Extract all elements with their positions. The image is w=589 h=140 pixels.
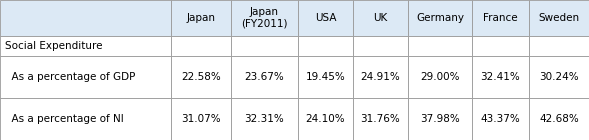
Text: UK: UK [373, 13, 388, 23]
Text: USA: USA [315, 13, 336, 23]
Text: 42.68%: 42.68% [539, 114, 579, 124]
Bar [472, 98, 529, 140]
Text: 19.45%: 19.45% [306, 72, 345, 82]
Bar [353, 36, 408, 56]
Text: Sweden: Sweden [538, 13, 580, 23]
Bar [0, 98, 171, 140]
Bar [408, 36, 472, 56]
Text: 29.00%: 29.00% [420, 72, 459, 82]
Text: 31.76%: 31.76% [360, 114, 401, 124]
Text: Japan: Japan [186, 13, 216, 23]
Bar [529, 0, 589, 36]
Text: 22.58%: 22.58% [181, 72, 221, 82]
Bar [298, 36, 353, 56]
Bar [171, 56, 231, 98]
Bar [472, 56, 529, 98]
Bar [0, 56, 171, 98]
Bar [353, 98, 408, 140]
Bar [529, 56, 589, 98]
Bar [171, 98, 231, 140]
Bar [231, 36, 298, 56]
Bar [231, 0, 298, 36]
Text: As a percentage of NI: As a percentage of NI [5, 114, 124, 124]
Bar [472, 0, 529, 36]
Text: 37.98%: 37.98% [420, 114, 460, 124]
Bar [408, 56, 472, 98]
Bar [0, 0, 171, 36]
Text: France: France [483, 13, 518, 23]
Bar [298, 56, 353, 98]
Text: 24.10%: 24.10% [306, 114, 345, 124]
Bar [171, 0, 231, 36]
Text: Germany: Germany [416, 13, 464, 23]
Bar [472, 36, 529, 56]
Text: Japan
(FY2011): Japan (FY2011) [241, 7, 288, 29]
Bar [408, 0, 472, 36]
Bar [353, 56, 408, 98]
Text: Social Expenditure: Social Expenditure [5, 41, 102, 51]
Bar [0, 36, 171, 56]
Text: 32.41%: 32.41% [481, 72, 520, 82]
Bar [298, 0, 353, 36]
Bar [353, 0, 408, 36]
Bar [298, 98, 353, 140]
Bar [231, 56, 298, 98]
Bar [529, 36, 589, 56]
Text: 43.37%: 43.37% [481, 114, 520, 124]
Bar [171, 36, 231, 56]
Text: 32.31%: 32.31% [244, 114, 284, 124]
Bar [529, 98, 589, 140]
Text: 24.91%: 24.91% [360, 72, 401, 82]
Bar [231, 98, 298, 140]
Text: As a percentage of GDP: As a percentage of GDP [5, 72, 135, 82]
Text: 23.67%: 23.67% [244, 72, 284, 82]
Text: 31.07%: 31.07% [181, 114, 221, 124]
Text: 30.24%: 30.24% [539, 72, 579, 82]
Bar [408, 98, 472, 140]
